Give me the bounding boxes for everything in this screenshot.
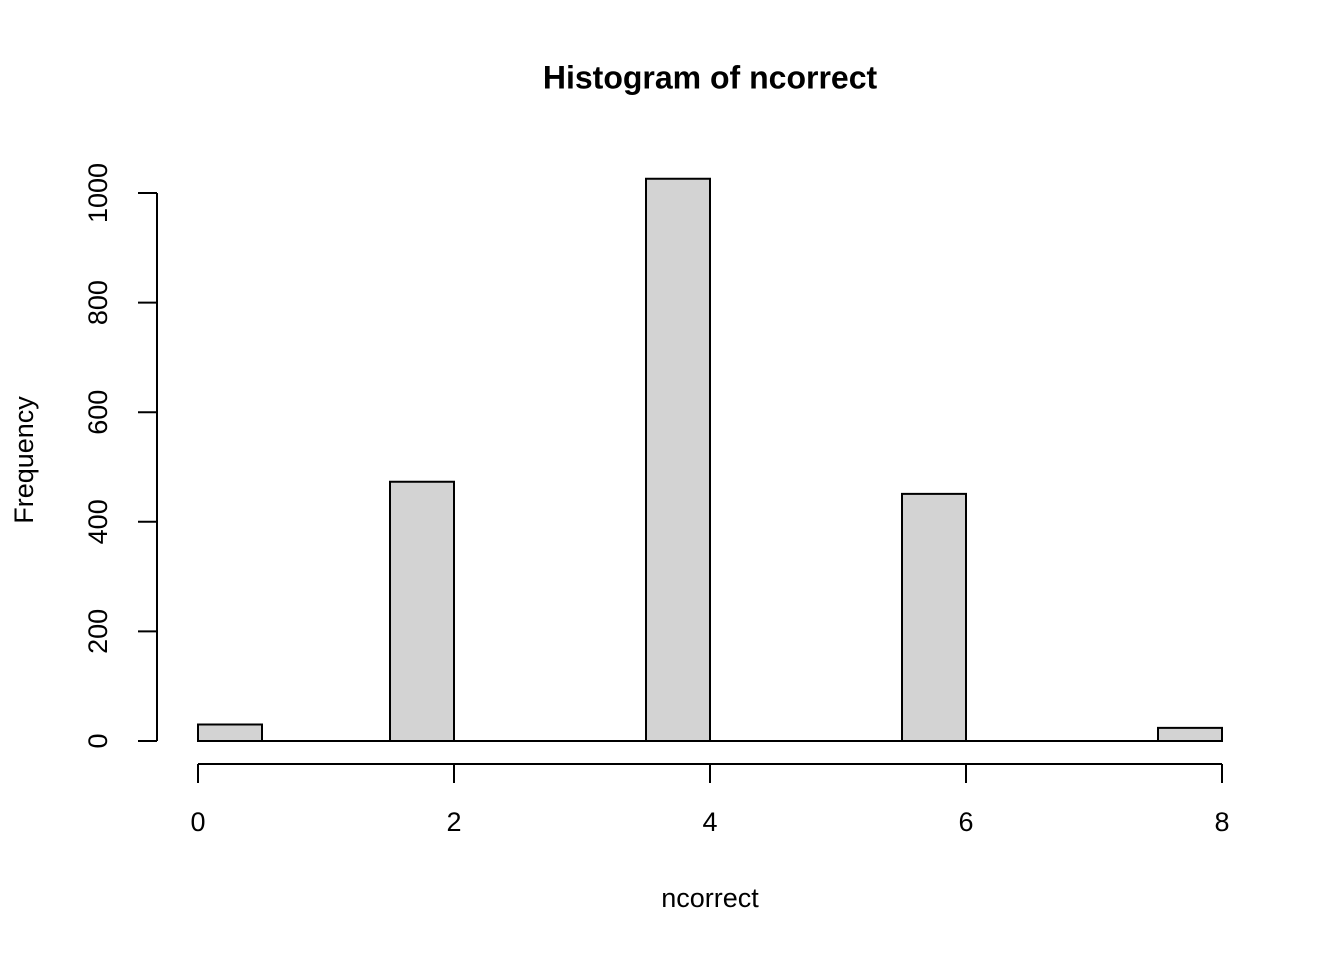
x-tick-label: 0 <box>190 807 205 837</box>
y-axis-label: Frequency <box>9 396 39 524</box>
chart-title: Histogram of ncorrect <box>543 59 878 95</box>
y-tick-label: 1000 <box>83 163 113 223</box>
x-tick-label: 2 <box>446 807 461 837</box>
x-axis-label: ncorrect <box>661 883 759 913</box>
x-tick-label: 6 <box>958 807 973 837</box>
x-tick-label: 4 <box>702 807 717 837</box>
bar <box>389 480 455 742</box>
bar <box>1157 726 1223 742</box>
y-tick-label: 400 <box>83 499 113 544</box>
bar <box>901 492 967 742</box>
bar <box>197 723 263 742</box>
y-tick-label: 800 <box>83 280 113 325</box>
y-tick-label: 600 <box>83 390 113 435</box>
y-tick-label: 200 <box>83 609 113 654</box>
y-tick-label: 0 <box>83 733 113 748</box>
bar <box>645 177 711 742</box>
x-tick-label: 8 <box>1214 807 1229 837</box>
